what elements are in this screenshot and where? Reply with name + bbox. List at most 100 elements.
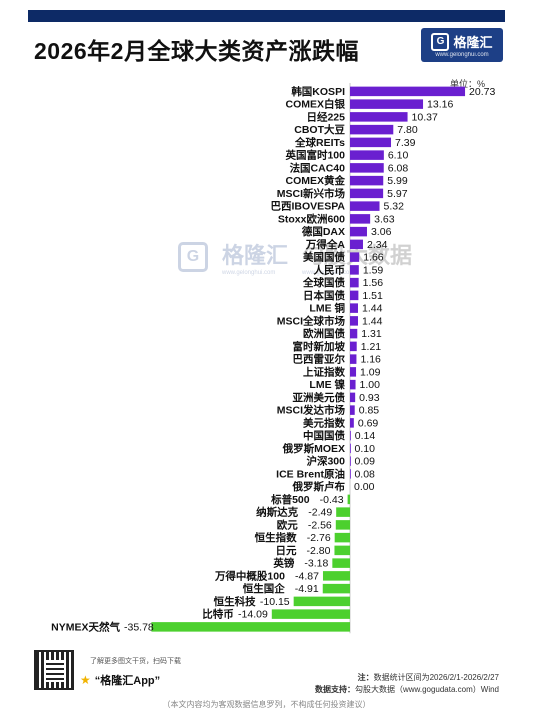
value-label: -35.78 xyxy=(124,621,154,633)
bar xyxy=(334,532,350,543)
bar xyxy=(350,379,356,390)
category-label: 标普500 xyxy=(270,493,310,506)
bar xyxy=(350,418,354,428)
value-label: 7.39 xyxy=(395,137,416,149)
category-label: 巴西IBOVESPA xyxy=(271,201,346,213)
bar xyxy=(350,430,351,441)
value-label: -2.80 xyxy=(307,545,331,557)
category-label: ICE Brent原油 xyxy=(276,467,345,480)
category-label: 上证指数 xyxy=(303,365,345,378)
category-label: 法国CAC40 xyxy=(290,161,346,174)
bar xyxy=(271,609,350,619)
value-label: -4.87 xyxy=(295,570,319,582)
value-label: 20.73 xyxy=(469,86,495,98)
brand-g-icon: G xyxy=(431,32,450,51)
category-label: 巴西雷亚尔 xyxy=(293,353,346,366)
bar xyxy=(350,188,384,199)
category-label: 中国国债 xyxy=(303,429,345,442)
source-note: 注：数据统计区间为2026/2/1-2026/2/27 数据支持：勾股大数据（w… xyxy=(315,672,499,696)
value-label: 1.44 xyxy=(362,315,383,327)
bar xyxy=(350,163,384,173)
bar xyxy=(350,392,356,403)
bar xyxy=(350,252,360,262)
category-label: 亚洲美元债 xyxy=(293,391,346,404)
value-label: 2.34 xyxy=(367,239,388,251)
bar xyxy=(336,507,350,517)
value-label: 1.59 xyxy=(363,264,384,276)
value-label: 1.09 xyxy=(360,366,381,378)
bar xyxy=(293,596,350,607)
value-label: 0.85 xyxy=(359,405,380,417)
bar xyxy=(151,622,350,632)
bar xyxy=(322,571,350,581)
category-label: MSCI全球市场 xyxy=(277,314,346,327)
bar xyxy=(350,405,355,415)
category-label: 人民币 xyxy=(314,263,346,276)
value-label: -14.09 xyxy=(238,609,268,621)
value-label: 1.56 xyxy=(363,277,384,289)
support-text: 勾股大数据（www.gogudata.com）Wind xyxy=(354,685,499,694)
value-label: 5.32 xyxy=(384,201,405,213)
category-label: 日经225 xyxy=(306,110,345,123)
category-label: 美国国债 xyxy=(303,251,345,264)
category-label: 恒生指数 xyxy=(255,531,297,544)
bar xyxy=(350,354,357,364)
bar xyxy=(350,316,358,326)
category-label: 日元 xyxy=(275,545,296,557)
top-accent-bar xyxy=(28,10,505,22)
value-label: 6.08 xyxy=(388,162,409,174)
note-label: 注： xyxy=(357,673,374,682)
qr-code[interactable] xyxy=(34,650,74,690)
category-label: 美元指数 xyxy=(303,416,345,429)
bar xyxy=(350,328,358,339)
category-label: 俄罗斯MOEX xyxy=(282,442,345,455)
category-label: NYMEX天然气 xyxy=(51,620,120,633)
bar xyxy=(350,226,367,237)
note-text: 数据统计区间为2026/2/1-2026/2/27 xyxy=(373,673,499,682)
bar xyxy=(350,150,384,160)
value-label: 6.10 xyxy=(388,150,409,162)
category-label: COMEX白银 xyxy=(285,98,345,111)
value-label: 0.09 xyxy=(354,456,375,468)
chart-title: 2026年2月全球大类资产涨跌幅 xyxy=(34,38,359,64)
bar xyxy=(350,469,351,479)
value-label: 1.66 xyxy=(363,252,384,264)
category-label: MSCI发达市场 xyxy=(277,404,346,417)
brand-name: 格隆汇 xyxy=(453,35,493,50)
category-label: 纳斯达克 xyxy=(256,506,298,519)
footer-app-name: ★ “格隆汇App” xyxy=(80,672,160,688)
value-label: 3.63 xyxy=(374,213,395,225)
value-label: -3.18 xyxy=(304,558,328,570)
value-label: 5.99 xyxy=(387,175,408,187)
bar xyxy=(322,583,350,594)
value-label: 0.93 xyxy=(359,392,380,404)
value-label: 0.08 xyxy=(354,468,375,480)
value-label: 1.00 xyxy=(360,379,381,391)
bar xyxy=(335,520,350,530)
value-label: -2.49 xyxy=(308,507,332,519)
category-label: 万得中概股100 xyxy=(214,569,285,582)
category-label: 恒生科技 xyxy=(214,595,256,608)
value-label: 0.69 xyxy=(358,417,379,429)
star-icon: ★ xyxy=(80,673,91,687)
category-label: CBOT大豆 xyxy=(294,123,345,136)
bar xyxy=(350,277,359,288)
bar xyxy=(350,112,408,122)
category-label: 日本国债 xyxy=(303,289,345,302)
support-label: 数据支持： xyxy=(314,685,355,694)
unit-label: 单位：% xyxy=(450,79,486,89)
bar xyxy=(332,558,350,568)
category-label: 俄罗斯卢布 xyxy=(292,480,346,493)
value-label: -10.15 xyxy=(260,596,290,608)
bar xyxy=(350,201,380,211)
value-label: 13.16 xyxy=(427,99,453,111)
category-label: 英镑 xyxy=(272,557,294,570)
brand-logo: G 格隆汇 www.gelonghui.com xyxy=(421,28,503,62)
bar xyxy=(350,124,394,135)
category-label: 全球国债 xyxy=(302,276,345,289)
bar xyxy=(350,367,357,377)
category-label: 欧洲国债 xyxy=(303,327,345,340)
value-label: 1.21 xyxy=(361,341,382,353)
value-label: -0.43 xyxy=(320,494,344,506)
bar xyxy=(347,494,350,505)
